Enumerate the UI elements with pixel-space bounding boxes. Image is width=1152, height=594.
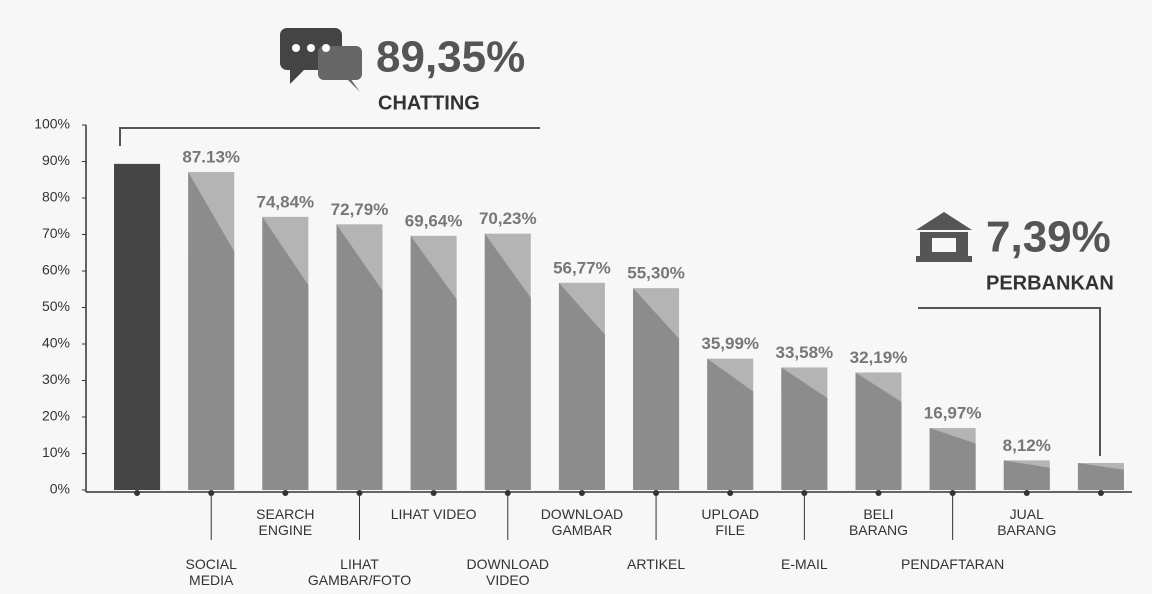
x-tick-dot	[727, 490, 734, 496]
bar-shade	[336, 224, 383, 490]
x-tick-dot	[875, 490, 882, 496]
callout-value: 7,39%	[986, 213, 1111, 262]
y-tick-label: 80%	[42, 189, 70, 205]
value-label: 55,30%	[627, 264, 685, 283]
value-label: 72,79%	[331, 200, 389, 219]
x-tick-label: BELI BARANG	[848, 506, 909, 538]
y-tick-label: 70%	[42, 225, 70, 241]
bar-shade	[484, 233, 531, 490]
value-label: 16,97%	[924, 404, 982, 423]
x-tick-dot	[282, 490, 289, 496]
bar-shade	[1077, 463, 1124, 490]
value-label: 69,64%	[405, 211, 463, 230]
bar-shade	[1003, 460, 1050, 490]
y-tick-label: 20%	[42, 408, 70, 424]
y-tick-label: 10%	[42, 444, 70, 460]
y-tick-label: 0%	[50, 481, 70, 497]
y-tick-label: 40%	[42, 335, 70, 351]
x-tick-label: PENDAFTARAN	[901, 556, 1005, 572]
x-tick-label: DOWNLOAD GAMBAR	[540, 506, 624, 538]
x-tick-label: DOWNLOAD VIDEO	[466, 556, 549, 588]
x-tick-dot	[1097, 490, 1104, 496]
x-tick-label: JUAL BARANG	[997, 506, 1057, 538]
bar-shade	[262, 216, 309, 491]
value-label: 70,23%	[479, 209, 537, 228]
chat-icon	[280, 28, 362, 92]
bar-shade	[188, 171, 235, 490]
bar-shade	[781, 367, 828, 490]
value-label: 35,99%	[701, 334, 759, 353]
value-label: 87.13%	[182, 147, 240, 166]
bar-shade	[929, 428, 976, 490]
callout-line	[119, 127, 540, 146]
x-tick-label: LIHAT GAMBAR/FOTO	[307, 556, 412, 588]
bar-shade	[410, 235, 457, 490]
bar-shade	[707, 358, 754, 490]
bar-shade	[633, 288, 680, 490]
y-tick-label: 90%	[42, 152, 70, 168]
callout-label: PERBANKAN	[986, 272, 1114, 294]
value-label: 74,84%	[257, 192, 315, 211]
x-tick-dot	[430, 490, 437, 496]
x-tick-label: E-MAIL	[781, 556, 828, 572]
value-label: 32,19%	[850, 348, 908, 367]
bar-shade	[855, 372, 902, 490]
x-tick-label: LIHAT VIDEO	[390, 506, 477, 522]
callout-value: 89,35%	[376, 33, 525, 82]
value-label: 33,58%	[776, 343, 834, 362]
y-tick-label: 30%	[42, 371, 70, 387]
bank-icon	[916, 212, 972, 262]
x-tick-label: ARTIKEL	[627, 556, 686, 572]
y-tick-label: 50%	[42, 298, 70, 314]
bar-shade	[558, 282, 605, 490]
x-tick-label: SOCIAL MEDIA	[185, 556, 237, 588]
bar-shade	[114, 163, 161, 490]
y-tick-label: 60%	[42, 262, 70, 278]
y-tick-label: 100%	[34, 116, 70, 132]
x-tick-label: SEARCH ENGINE	[256, 506, 315, 538]
value-label: 56,77%	[553, 258, 611, 277]
value-label: 8,12%	[1003, 436, 1051, 455]
x-tick-dot	[134, 490, 141, 496]
x-tick-dot	[578, 490, 585, 496]
x-tick-label: UPLOAD FILE	[701, 506, 759, 538]
x-tick-dot	[1023, 490, 1030, 496]
callout-line	[918, 307, 1101, 456]
callout-label: CHATTING	[378, 92, 480, 114]
